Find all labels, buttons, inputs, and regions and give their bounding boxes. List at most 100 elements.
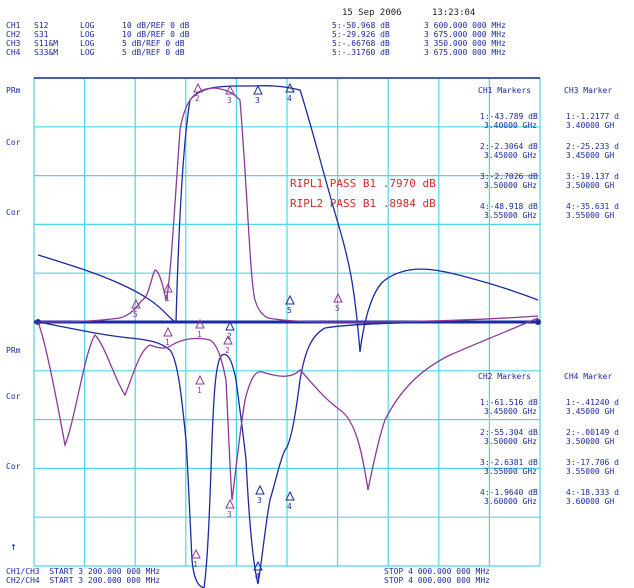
left-label-cor-4: Cor bbox=[6, 462, 21, 471]
marker-value: 2:-2.3064 dB bbox=[480, 142, 538, 151]
marker-freq: 3.50000 GHz bbox=[484, 181, 537, 190]
marker-freq: 3.45000 GH bbox=[566, 407, 615, 416]
channel-marker-value: 5:-29.926 dB bbox=[332, 30, 390, 39]
marker-value: 3:-2.7026 dB bbox=[480, 172, 538, 181]
marker-number: 2 bbox=[195, 94, 200, 103]
marker-triangle bbox=[225, 498, 235, 509]
ch2-trace bbox=[37, 321, 539, 588]
left-label-prm-1: PRm bbox=[6, 86, 21, 95]
marker-freq: 3.45000 GHz bbox=[484, 407, 537, 416]
ch1-trace bbox=[37, 85, 539, 353]
marker-number: 3 bbox=[227, 510, 232, 519]
ripple-2: RIPL2 PASS B1 .8984 dB bbox=[290, 197, 436, 210]
marker-triangle bbox=[253, 560, 263, 571]
marker-triangle bbox=[253, 84, 263, 95]
left-label-cor-3: Cor bbox=[6, 392, 21, 401]
left-label-cor-1: Cor bbox=[6, 138, 21, 147]
marker-freq: 3.50000 GH bbox=[566, 181, 615, 190]
marker-number: 1 bbox=[197, 330, 202, 339]
channel-marker-freq: 3 675.000 000 MHz bbox=[424, 30, 506, 39]
channel-format: LOG bbox=[80, 30, 95, 39]
channel-scale: 5 dB/REF 0 dB bbox=[122, 39, 185, 48]
marker-number: 1 bbox=[193, 560, 198, 569]
left-label-prm-2: PRm bbox=[6, 346, 21, 355]
channel-format: LOG bbox=[80, 21, 95, 30]
marker-freq: 3.60000 GHz bbox=[484, 497, 537, 506]
marker-triangle bbox=[333, 292, 343, 303]
channel-marker-value: 5:-.31760 dB bbox=[332, 48, 390, 57]
channel-marker-freq: 3 675.000 000 MHz bbox=[424, 48, 506, 57]
marker-triangle bbox=[225, 84, 235, 95]
marker-value: 4:-18.333 d bbox=[566, 488, 619, 497]
channel-param: S31 bbox=[34, 30, 49, 39]
marker-value: 1:-1.2177 d bbox=[566, 112, 619, 121]
marker-triangle bbox=[193, 82, 203, 93]
marker-number: 4 bbox=[287, 94, 292, 103]
marker-triangle bbox=[285, 294, 295, 305]
marker-number: 3 bbox=[257, 496, 262, 505]
marker-triangle bbox=[163, 326, 173, 337]
marker-number: 5 bbox=[133, 310, 138, 319]
channel-param: S11&M bbox=[34, 39, 59, 48]
marker-freq: 3.50000 GH bbox=[566, 437, 615, 446]
channel-id: CH4 bbox=[6, 48, 21, 57]
marker-triangle bbox=[223, 334, 233, 345]
marker-triangle bbox=[131, 298, 141, 309]
marker-table-title: CH3 Marker bbox=[564, 86, 613, 95]
marker-triangle bbox=[163, 282, 173, 293]
marker-number: 4 bbox=[287, 502, 292, 511]
marker-triangle bbox=[225, 320, 235, 331]
channel-param: S33&M bbox=[34, 48, 59, 57]
marker-value: 4:-48.918 dB bbox=[480, 202, 538, 211]
ch4-trace bbox=[37, 317, 539, 501]
marker-table-title: CH1 Markers bbox=[478, 86, 531, 95]
footer-stop-1: STOP 4 000.000 000 MHz bbox=[384, 567, 490, 576]
marker-value: 3:-17.706 d bbox=[566, 458, 619, 467]
marker-number: 1 bbox=[165, 338, 170, 347]
channel-id: CH1 bbox=[6, 21, 21, 30]
marker-value: 3:-19.137 d bbox=[566, 172, 619, 181]
marker-value: 4:-35.631 d bbox=[566, 202, 619, 211]
marker-number: 1 bbox=[197, 386, 202, 395]
marker-number: 3 bbox=[227, 96, 232, 105]
channel-scale: 10 dB/REF 0 dB bbox=[122, 30, 190, 39]
channel-marker-value: 5:-.66768 dB bbox=[332, 39, 390, 48]
channel-id: CH2 bbox=[6, 30, 21, 39]
marker-freq: 3.40000 GHz bbox=[484, 121, 537, 130]
header-time: 13:23:04 bbox=[432, 8, 476, 18]
marker-number: 5 bbox=[287, 306, 292, 315]
channel-format: LOG bbox=[80, 39, 95, 48]
marker-triangle bbox=[285, 82, 295, 93]
channel-marker-freq: 3 600.000 000 MHz bbox=[424, 21, 506, 30]
marker-value: 3:-2.6381 dB bbox=[480, 458, 538, 467]
marker-table-title: CH4 Marker bbox=[564, 372, 613, 381]
marker-value: 2:-55.304 dB bbox=[480, 428, 538, 437]
marker-triangle bbox=[255, 484, 265, 495]
ripple-1: RIPL1 PASS B1 .7970 dB bbox=[290, 177, 436, 190]
up-arrow-icon: ↑ bbox=[10, 540, 17, 553]
marker-number: 1 bbox=[165, 294, 170, 303]
header-date: 15 Sep 2006 bbox=[342, 8, 402, 18]
footer-start-2: CH2/CH4 START 3 200.000 000 MHz bbox=[6, 576, 161, 585]
marker-freq: 3.55000 GH bbox=[566, 211, 615, 220]
marker-freq: 3.55000 GHz bbox=[484, 211, 537, 220]
marker-triangle bbox=[285, 490, 295, 501]
marker-table-title: CH2 Markers bbox=[478, 372, 531, 381]
channel-scale: 10 dB/REF 0 dB bbox=[122, 21, 190, 30]
marker-value: 2:-25.233 d bbox=[566, 142, 619, 151]
ch3-trace bbox=[37, 87, 539, 323]
marker-freq: 3.40000 GH bbox=[566, 121, 615, 130]
channel-param: S12 bbox=[34, 21, 49, 30]
footer-stop-2: STOP 4 000.000 000 MHz bbox=[384, 576, 490, 585]
marker-number: 5 bbox=[335, 304, 340, 313]
marker-triangle bbox=[195, 374, 205, 385]
marker-freq: 3.55000 GHz bbox=[484, 467, 537, 476]
channel-marker-freq: 3 350.000 000 MHz bbox=[424, 39, 506, 48]
marker-number: 4 bbox=[255, 572, 260, 581]
marker-glyphs: 2 3 3 4 1 5 5 5 1 2 2 1 1 3 4 3 1 4 bbox=[131, 82, 343, 581]
marker-freq: 3.45000 GHz bbox=[484, 151, 537, 160]
marker-freq: 3.55000 GH bbox=[566, 467, 615, 476]
marker-triangle bbox=[191, 548, 201, 559]
footer-start-1: CH1/CH3 START 3 200.000 000 MHz bbox=[6, 567, 161, 576]
